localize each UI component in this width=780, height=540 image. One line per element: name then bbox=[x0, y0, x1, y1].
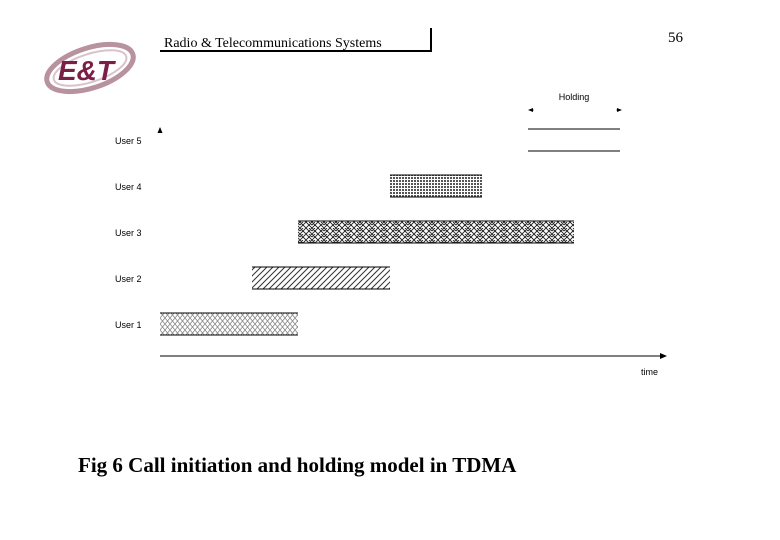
user-bar-3 bbox=[298, 220, 574, 244]
user-label-3: User 3 bbox=[115, 228, 142, 238]
page-number: 56 bbox=[668, 30, 683, 46]
figure-caption: Fig 6 Call initiation and holding model … bbox=[78, 453, 517, 477]
x-axis-label: time bbox=[641, 367, 658, 377]
user-label-1: User 1 bbox=[115, 320, 142, 330]
x-axis-arrowhead bbox=[660, 353, 667, 359]
user-label-2: User 2 bbox=[115, 274, 142, 284]
header-title: Radio & Telecommunications Systems bbox=[164, 36, 382, 51]
y-axis-arrowhead bbox=[157, 127, 163, 133]
user-label-5: User 5 bbox=[115, 136, 142, 146]
header-title-box: Radio & Telecommunications Systems bbox=[160, 28, 432, 52]
user-label-4: User 4 bbox=[115, 182, 142, 192]
user-rows: User 5 User 4 User 3 User 2 User 1 bbox=[115, 128, 620, 336]
user-bar-1 bbox=[160, 312, 298, 336]
user-bar-5 bbox=[528, 128, 620, 152]
e-and-t-logo: E&T bbox=[44, 41, 136, 95]
holding-label-line1: Holding bbox=[559, 92, 590, 102]
svg-text:E&T: E&T bbox=[58, 55, 117, 86]
holding-time-arrow bbox=[528, 105, 622, 115]
user-bar-4 bbox=[390, 174, 482, 198]
user-bar-2 bbox=[252, 266, 390, 290]
